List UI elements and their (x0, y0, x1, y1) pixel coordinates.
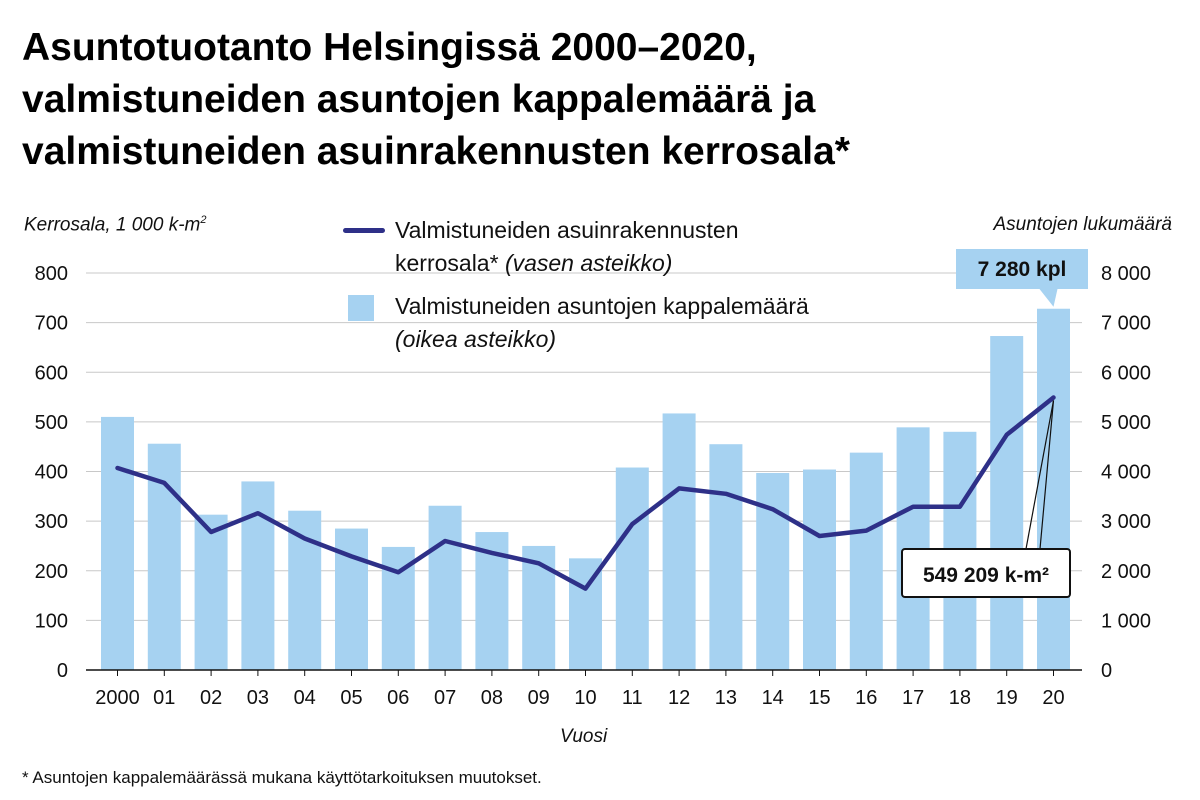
bar-callout-pointer (1039, 289, 1058, 307)
bar (194, 514, 228, 670)
x-tick-label: 07 (434, 687, 456, 709)
bar (756, 472, 790, 670)
legend-bar-swatch (348, 295, 374, 321)
legend-bar-note: (oikea asteikko) (395, 326, 557, 352)
right-tick-label: 1 000 (1101, 610, 1151, 632)
legend-item-line: Valmistuneiden asuinrakennusten kerrosal… (335, 214, 835, 280)
x-tick-label: 14 (762, 687, 784, 709)
line-callout-box (901, 548, 1071, 598)
x-tick-label: 19 (996, 687, 1018, 709)
right-tick-label: 5 000 (1101, 412, 1151, 434)
left-axis-title-sup: 2 (200, 214, 207, 226)
x-tick-label: 12 (668, 687, 690, 709)
title-line-1: Asuntotuotanto Helsingissä 2000–2020, (22, 26, 757, 69)
bar-callout-label: 7 280 kpl (978, 258, 1067, 281)
right-tick-label: 0 (1101, 660, 1112, 682)
x-tick-label: 20 (1042, 687, 1064, 709)
left-axis-title-text: Kerrosala, 1 000 k-m (24, 214, 201, 236)
bar (803, 469, 836, 670)
right-axis-title: Asuntojen lukumäärä (993, 214, 1173, 235)
bar (1037, 308, 1070, 670)
bar (990, 336, 1024, 670)
chart-title: Asuntotuotanto Helsingissä 2000–2020, va… (22, 22, 1172, 178)
x-tick-label: 10 (574, 687, 596, 709)
x-tick-label: 05 (340, 687, 362, 709)
x-tick-label: 2000 (95, 687, 140, 709)
x-tick-label: 01 (153, 687, 175, 709)
left-tick-label: 600 (35, 362, 68, 384)
legend-line-note: (vasen asteikko) (504, 250, 673, 276)
left-tick-label: 0 (57, 660, 68, 682)
bar (849, 452, 883, 670)
bar-callout-box (956, 249, 1088, 289)
footnote: * Asuntojen kappalemäärässä mukana käytt… (22, 768, 542, 787)
right-tick-label: 8 000 (1101, 263, 1151, 285)
x-tick-label: 09 (528, 687, 550, 709)
x-tick-label: 02 (200, 687, 222, 709)
right-tick-label: 4 000 (1101, 462, 1151, 484)
left-tick-label: 800 (35, 263, 68, 285)
line-series (115, 395, 1056, 591)
right-tick-label: 3 000 (1101, 511, 1151, 533)
legend: Valmistuneiden asuinrakennusten kerrosal… (335, 214, 835, 356)
legend-line-swatch (343, 228, 385, 233)
left-tick-label: 400 (35, 462, 68, 484)
x-tick-label: 16 (855, 687, 877, 709)
x-tick-label: 08 (481, 687, 503, 709)
x-tick-label: 04 (294, 687, 316, 709)
callouts: 7 280 kpl 549 209 k-m² (901, 249, 1088, 598)
x-tick-label: 17 (902, 687, 924, 709)
x-tick-label: 06 (387, 687, 409, 709)
bar (709, 444, 743, 670)
left-tick-label: 500 (35, 412, 68, 434)
x-tick-label: 15 (808, 687, 830, 709)
x-tick-label: 11 (622, 687, 643, 709)
left-tick-label: 300 (35, 511, 68, 533)
legend-line-label: Valmistuneiden asuinrakennusten kerrosal… (395, 217, 739, 276)
bar (241, 481, 275, 670)
legend-bar-label: Valmistuneiden asuntojen kappalemäärä (395, 293, 809, 319)
line-callout-leader (1025, 400, 1055, 550)
legend-item-bar: Valmistuneiden asuntojen kappalemäärä (o… (335, 290, 835, 356)
bar (428, 505, 462, 670)
right-tick-label: 2 000 (1101, 561, 1151, 583)
bar (522, 545, 556, 670)
right-tick-label: 7 000 (1101, 313, 1151, 335)
bar (662, 413, 696, 670)
left-tick-label: 100 (35, 610, 68, 632)
x-tick-label: 18 (949, 687, 971, 709)
bar (101, 416, 134, 670)
left-tick-label: 700 (35, 313, 68, 335)
right-tick-label: 6 000 (1101, 362, 1151, 384)
title-line-3: valmistuneiden asuinrakennusten kerrosal… (22, 130, 850, 173)
bars (101, 308, 1070, 670)
axes: 800 8 000 700 7 000 600 6 000 500 5 000 400 4 000… (35, 263, 1151, 709)
x-axis-title: Vuosi (560, 726, 608, 747)
line-callout-label: 549 209 k-m² (923, 564, 1049, 587)
line-callout-leader (1039, 400, 1055, 550)
title-line-2: valmistuneiden asuntojen kappalemäärä ja (22, 78, 816, 121)
left-axis-title: Kerrosala, 1 000 k-m2 (24, 214, 206, 236)
bar (615, 467, 649, 670)
x-tick-label: 13 (715, 687, 737, 709)
kerrosala-line (115, 395, 1056, 591)
x-tick-label: 03 (247, 687, 269, 709)
left-tick-label: 200 (35, 561, 68, 583)
